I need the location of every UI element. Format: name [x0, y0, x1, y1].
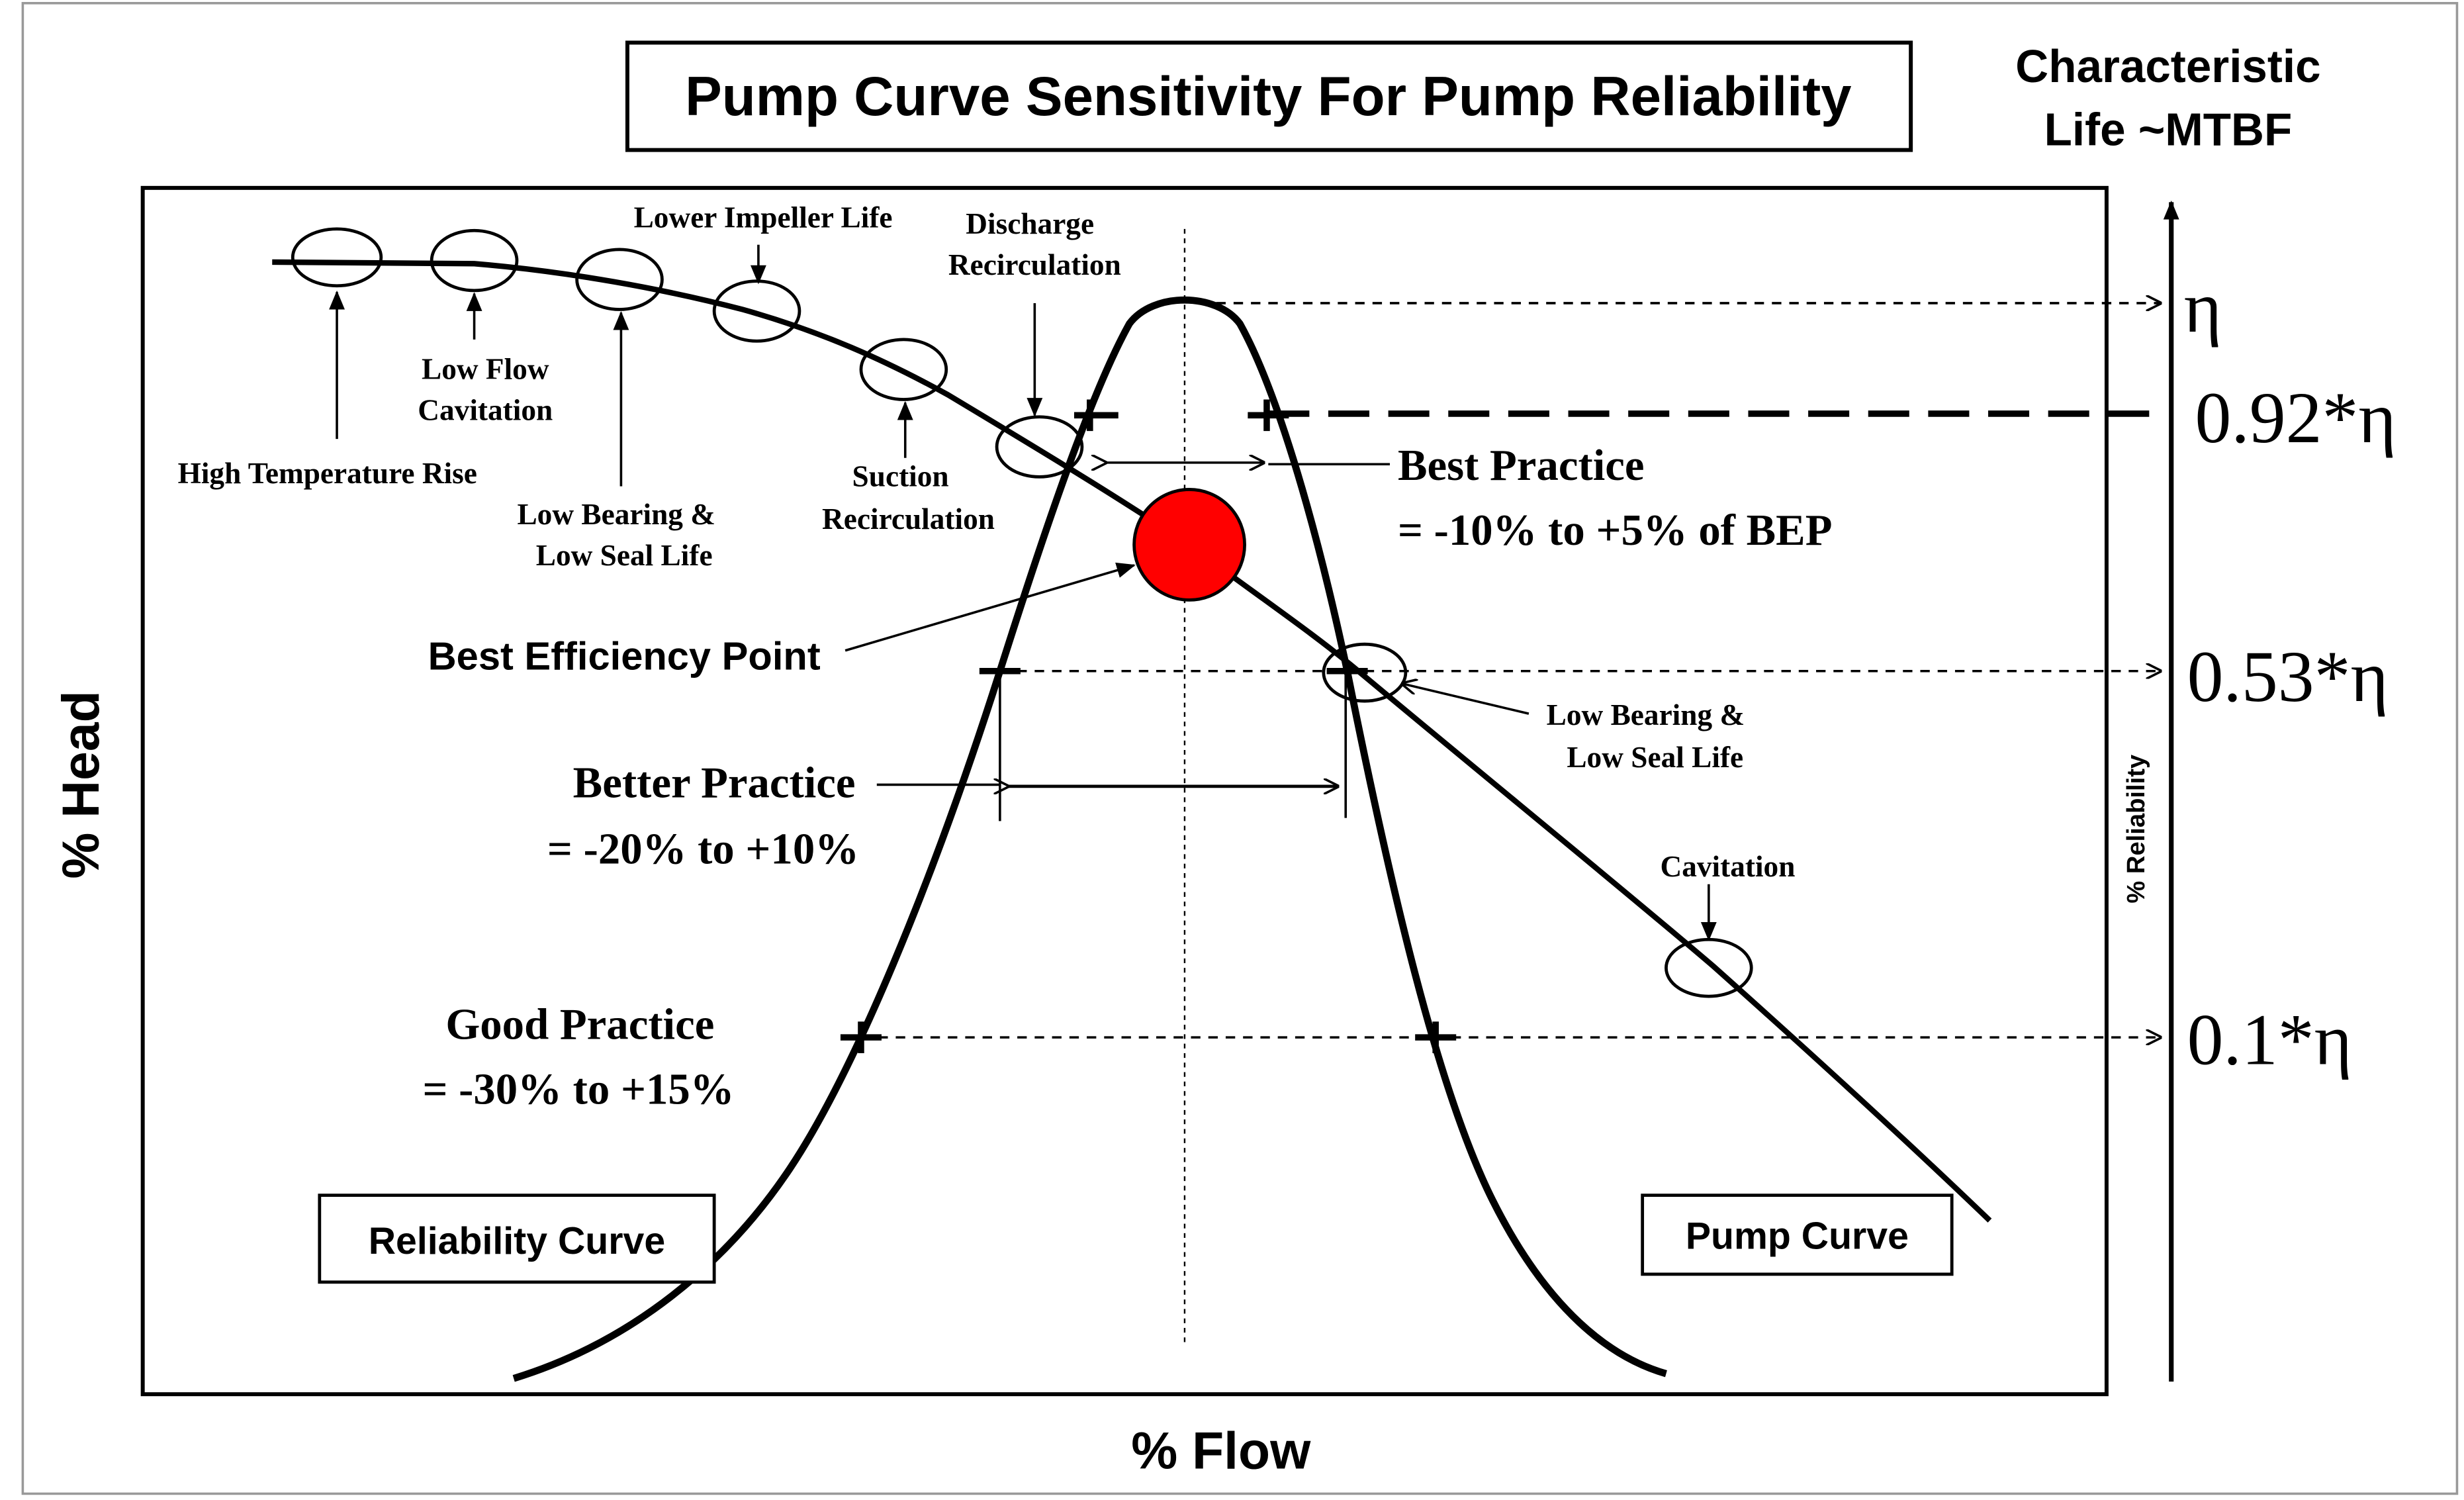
practice-ticks [840, 399, 1457, 1053]
chart-title: Pump Curve Sensitivity For Pump Reliabil… [685, 65, 1852, 127]
label-cavitation: Cavitation [1661, 850, 1796, 883]
marker-ellipse [1665, 937, 1753, 998]
better-practice-range: = -20% to +10% [547, 825, 859, 874]
level-053-eta: 0.53*η [2187, 636, 2389, 717]
right-axis-title-line1: Characteristic [2015, 40, 2320, 92]
label-lower-impeller-life: Lower Impeller Life [634, 201, 893, 234]
good-practice-range: = -30% to +15% [422, 1064, 734, 1113]
label-low-bearing-left-2: Low Seal Life [536, 539, 713, 572]
x-axis-label: % Flow [1131, 1421, 1311, 1479]
marker-ellipse [291, 227, 383, 288]
label-suction-1: Suction [852, 460, 949, 493]
label-suction-2: Recirculation [822, 502, 995, 536]
reliability-curve-legend: Reliability Curve [369, 1220, 666, 1262]
label-low-bearing-right-2: Low Seal Life [1567, 741, 1743, 774]
good-practice-label: Good Practice [445, 1000, 714, 1049]
label-low-bearing-right-1: Low Bearing & [1547, 698, 1745, 731]
marker-ellipse [1322, 642, 1408, 703]
label-low-bearing-left-1: Low Bearing & [517, 498, 715, 531]
pump-curve-legend-box [1641, 1194, 1954, 1276]
reliability-axis-label: % Reliability [2122, 754, 2150, 904]
reliability-curve [512, 296, 1667, 1382]
label-low-flow-2: Cavitation [418, 393, 553, 426]
plot-frame [140, 185, 2109, 1397]
best-efficiency-point-marker [1132, 488, 1246, 602]
label-low-flow-1: Low Flow [422, 352, 549, 385]
outer-frame [21, 1, 2459, 1495]
y-axis-label: % Head [52, 690, 110, 878]
marker-ellipse [995, 415, 1084, 479]
right-axis-title-line2: Life ~MTBF [2044, 103, 2293, 155]
level-eta: η [2184, 267, 2222, 348]
title-box [625, 40, 1913, 152]
pump-curve-legend: Pump Curve [1686, 1215, 1909, 1258]
marker-ellipse [430, 228, 519, 293]
level-092-eta: 0.92*η [2195, 377, 2396, 458]
level-01-eta: 0.1*η [2187, 1000, 2352, 1080]
better-practice-label: Better Practice [573, 759, 856, 808]
best-practice-range: = -10% to +5% of BEP [1398, 506, 1833, 555]
label-high-temp: High Temperature Rise [178, 457, 477, 490]
label-discharge-1: Discharge [966, 207, 1094, 240]
failure-mode-markers [291, 227, 1753, 998]
label-discharge-2: Recirculation [948, 248, 1121, 281]
best-practice-label: Best Practice [1398, 441, 1645, 490]
marker-ellipse [575, 248, 664, 311]
bep-label: Best Efficiency Point [428, 633, 821, 678]
annotation-arrows [329, 244, 1717, 941]
marker-ellipse [859, 338, 948, 401]
reliability-curve-legend-box [318, 1194, 716, 1284]
